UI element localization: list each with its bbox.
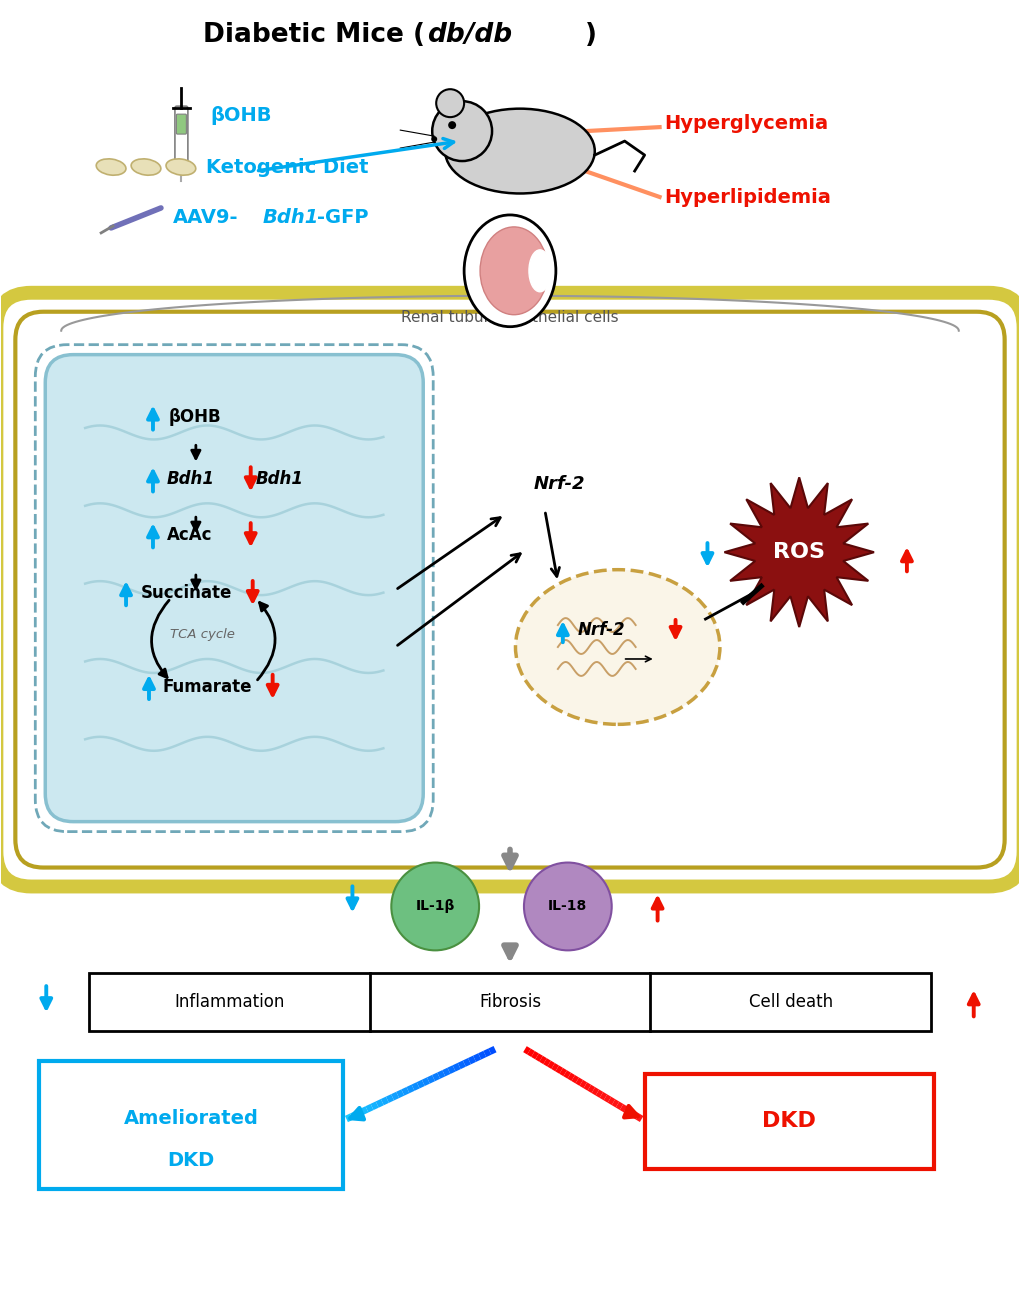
Text: DKD: DKD [167,1151,214,1170]
Circle shape [524,862,611,950]
Text: Fibrosis: Fibrosis [479,993,540,1012]
Text: Ameliorated: Ameliorated [123,1109,258,1129]
Circle shape [431,137,437,142]
FancyBboxPatch shape [0,293,1019,887]
Text: IL-18: IL-18 [547,900,587,914]
Text: AAV9-: AAV9- [173,208,238,228]
Ellipse shape [529,250,550,292]
Text: Bdh1: Bdh1 [256,470,304,488]
Text: ): ) [584,22,596,48]
Ellipse shape [131,159,161,176]
Text: βOHB: βOHB [211,105,272,125]
Text: Nrf-2: Nrf-2 [534,475,585,493]
Text: IL-1β: IL-1β [415,900,454,914]
Text: Hyperglycemia: Hyperglycemia [664,113,827,133]
Text: Nrf-2: Nrf-2 [577,621,625,639]
Ellipse shape [96,159,125,176]
Ellipse shape [464,215,555,327]
Text: Renal tubular epithelial cells: Renal tubular epithelial cells [400,310,619,326]
Text: ROS: ROS [772,542,824,562]
Circle shape [447,121,455,129]
Text: Bdh1: Bdh1 [263,208,319,228]
Text: Succinate: Succinate [141,585,232,602]
FancyBboxPatch shape [45,354,423,822]
FancyBboxPatch shape [15,311,1004,867]
Circle shape [436,90,464,117]
Text: Cell death: Cell death [748,993,832,1012]
FancyBboxPatch shape [40,1061,343,1189]
Text: DKD: DKD [761,1111,815,1131]
Text: Bdh1: Bdh1 [167,470,215,488]
Circle shape [391,862,479,950]
Text: Inflammation: Inflammation [174,993,284,1012]
Text: Fumarate: Fumarate [163,678,252,697]
FancyBboxPatch shape [89,974,930,1031]
Circle shape [432,102,491,161]
Text: Hyperlipidemia: Hyperlipidemia [664,189,830,207]
Text: TCA cycle: TCA cycle [170,628,235,641]
Text: db/db: db/db [427,22,512,48]
Ellipse shape [444,108,594,194]
FancyBboxPatch shape [176,115,186,134]
Text: Diabetic Mice (: Diabetic Mice ( [203,22,425,48]
Text: Ketogenic Diet: Ketogenic Diet [206,158,368,177]
FancyBboxPatch shape [644,1074,933,1169]
Text: -GFP: -GFP [316,208,368,228]
Polygon shape [723,478,873,628]
Ellipse shape [515,570,719,724]
Text: AcAc: AcAc [167,526,212,544]
Ellipse shape [166,159,196,176]
FancyBboxPatch shape [174,107,187,165]
Ellipse shape [480,227,547,315]
Text: βOHB: βOHB [169,409,221,427]
